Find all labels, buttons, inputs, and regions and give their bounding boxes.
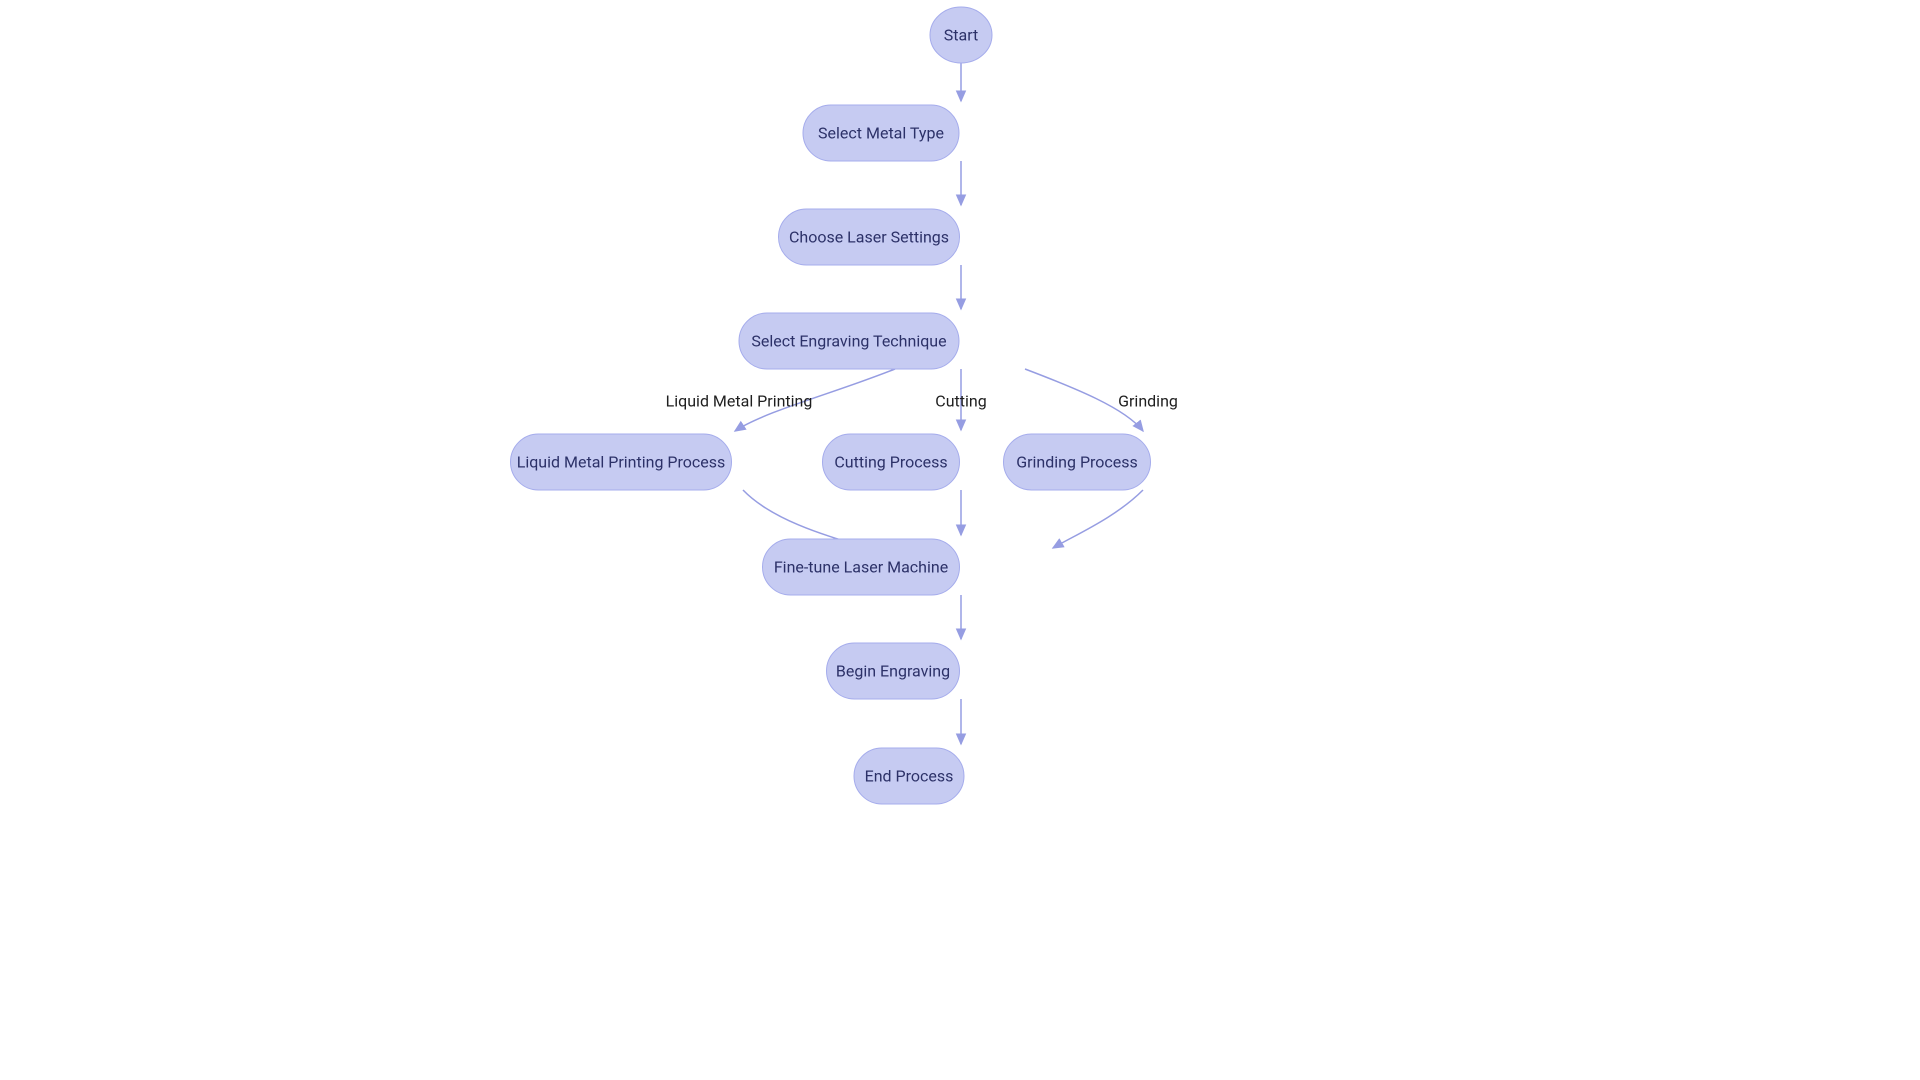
- node-label-finetune: Fine-tune Laser Machine: [774, 558, 948, 577]
- edge-label-selEngr-lmp: Liquid Metal Printing: [666, 392, 813, 411]
- node-label-chooseSet: Choose Laser Settings: [789, 228, 949, 247]
- node-label-grind: Grinding Process: [1016, 453, 1138, 472]
- node-label-selMetal: Select Metal Type: [818, 124, 944, 143]
- node-begin: Begin Engraving: [827, 643, 960, 699]
- node-selMetal: Select Metal Type: [803, 105, 959, 161]
- node-end: End Process: [854, 748, 964, 804]
- edge-label-selEngr-grind: Grinding: [1118, 392, 1178, 411]
- node-label-start: Start: [944, 26, 978, 45]
- nodes-layer: Start Select Metal Type Choose Laser Setti…: [511, 7, 1151, 804]
- edge-grind-finetune: [1053, 490, 1143, 548]
- node-grind: Grinding Process: [1004, 434, 1151, 490]
- node-selEngr: Select Engraving Technique: [739, 313, 959, 369]
- node-label-selEngr: Select Engraving Technique: [751, 332, 946, 351]
- node-label-cut: Cutting Process: [834, 453, 947, 472]
- flowchart-canvas: Liquid Metal Printing Cutting Grinding Sta…: [0, 0, 1920, 1080]
- node-start: Start: [930, 7, 992, 63]
- node-finetune: Fine-tune Laser Machine: [763, 539, 960, 595]
- node-label-lmp: Liquid Metal Printing Process: [517, 453, 726, 472]
- node-cut: Cutting Process: [823, 434, 960, 490]
- edges-layer: Liquid Metal Printing Cutting Grinding: [666, 63, 1178, 744]
- edge-label-selEngr-cut: Cutting: [935, 392, 986, 411]
- node-chooseSet: Choose Laser Settings: [779, 209, 960, 265]
- node-lmp: Liquid Metal Printing Process: [511, 434, 732, 490]
- node-label-end: End Process: [865, 767, 954, 786]
- node-label-begin: Begin Engraving: [836, 662, 950, 681]
